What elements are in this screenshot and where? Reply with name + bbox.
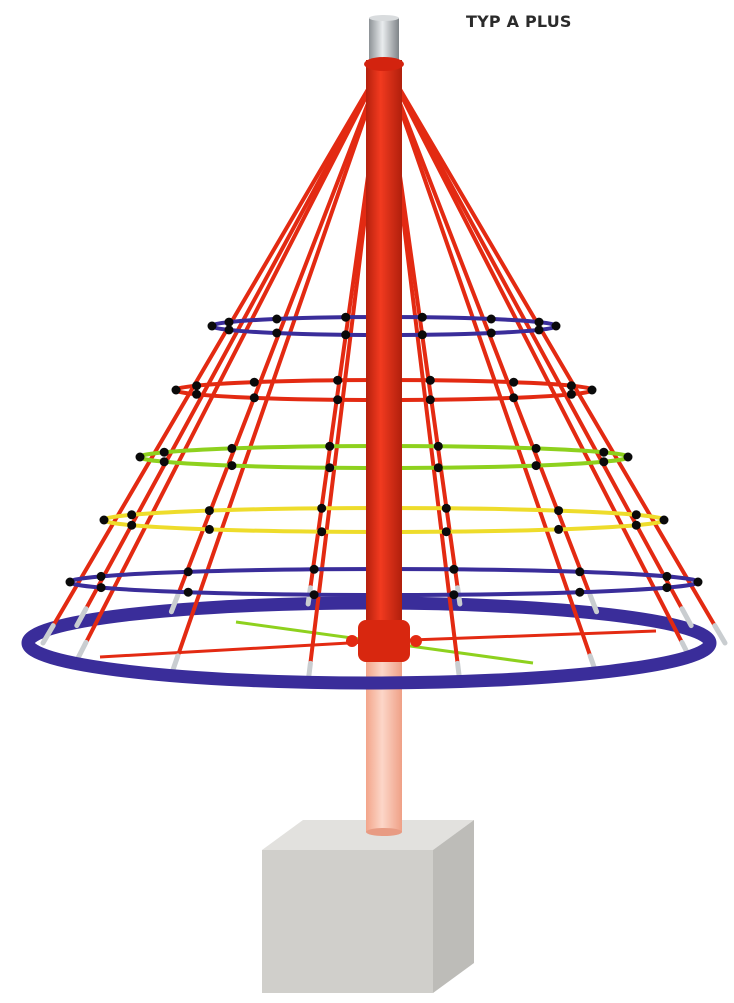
base-ring-front — [21, 641, 717, 690]
rope-knot — [65, 577, 75, 587]
rope-knot — [486, 314, 496, 324]
radial-rope — [74, 60, 386, 663]
radial-rope — [74, 60, 386, 628]
rope-knot — [449, 590, 459, 600]
rope-knot — [333, 375, 343, 385]
rope-knot — [623, 452, 633, 462]
rope-knot — [127, 520, 137, 530]
rope-knot — [587, 385, 597, 395]
rope-knot — [662, 571, 672, 581]
rope-knot — [341, 312, 351, 322]
rope-knot — [441, 527, 451, 537]
rope-knot — [325, 463, 335, 473]
rope-knot — [99, 515, 109, 525]
rope-clamp — [74, 606, 89, 629]
rope-knot — [325, 441, 335, 451]
rope-knot — [599, 447, 609, 457]
rope-knot — [534, 325, 544, 335]
product-type-label: TYP A PLUS — [466, 12, 572, 31]
rope-knot — [417, 312, 427, 322]
rope-knot — [272, 328, 282, 338]
rope-knot — [566, 381, 576, 391]
rope-clamp — [679, 606, 694, 629]
radial-rope — [382, 60, 694, 628]
pole-hub-connector — [358, 620, 410, 662]
rope-knot — [531, 461, 541, 471]
rope-knot — [204, 524, 214, 534]
rope-knot — [159, 447, 169, 457]
rope-knot — [425, 395, 435, 405]
concrete-foundation — [262, 820, 474, 993]
rope-knot — [566, 389, 576, 399]
rope-knot — [309, 564, 319, 574]
rope-knot — [417, 330, 427, 340]
rope-knot — [249, 393, 259, 403]
rope-knot — [486, 328, 496, 338]
rope-knot — [183, 587, 193, 597]
radial-rope — [382, 60, 694, 663]
rope-knot — [433, 463, 443, 473]
rope-knot — [441, 503, 451, 513]
rope-knot — [183, 567, 193, 577]
rope-knot — [317, 503, 327, 513]
rope-knot — [449, 564, 459, 574]
rope-knot — [127, 510, 137, 520]
rope-knot — [433, 441, 443, 451]
rope-knot — [631, 520, 641, 530]
pole-top-cap — [364, 15, 404, 71]
rope-knot — [317, 527, 327, 537]
rope-knot — [96, 583, 106, 593]
rope-clamp — [587, 592, 600, 615]
rope-knot — [509, 377, 519, 387]
rope-knot — [249, 377, 259, 387]
rope-knot — [192, 389, 202, 399]
central-pole — [366, 60, 402, 660]
rope-knot — [135, 452, 145, 462]
rope-knot — [693, 577, 703, 587]
rope-knot — [531, 443, 541, 453]
rope-knot — [631, 510, 641, 520]
rope-knot — [192, 381, 202, 391]
rope-knot — [341, 330, 351, 340]
radial-rope — [41, 60, 386, 645]
rope-knot — [171, 385, 181, 395]
rope-knot — [227, 461, 237, 471]
rope-knot — [224, 317, 234, 327]
rope-knot — [575, 567, 585, 577]
rope-knot — [309, 590, 319, 600]
rope-knot — [554, 524, 564, 534]
rope-knot — [659, 515, 669, 525]
rope-clamp — [40, 623, 56, 646]
rope-knot — [224, 325, 234, 335]
rope-clamp — [168, 592, 181, 615]
rope-knot — [534, 317, 544, 327]
rope-knot — [509, 393, 519, 403]
rope-knot — [204, 506, 214, 516]
rope-knot — [96, 571, 106, 581]
rope-knot — [227, 443, 237, 453]
rope-knot — [575, 587, 585, 597]
rope-knot — [159, 457, 169, 467]
rope-knot — [207, 321, 217, 331]
rope-knot — [599, 457, 609, 467]
rope-knot — [662, 583, 672, 593]
rope-knot — [425, 375, 435, 385]
rope-clamp — [712, 623, 728, 646]
rope-knot — [554, 506, 564, 516]
rope-knot — [272, 314, 282, 324]
radial-rope — [382, 60, 727, 645]
rope-knot — [333, 395, 343, 405]
rope-knot — [551, 321, 561, 331]
